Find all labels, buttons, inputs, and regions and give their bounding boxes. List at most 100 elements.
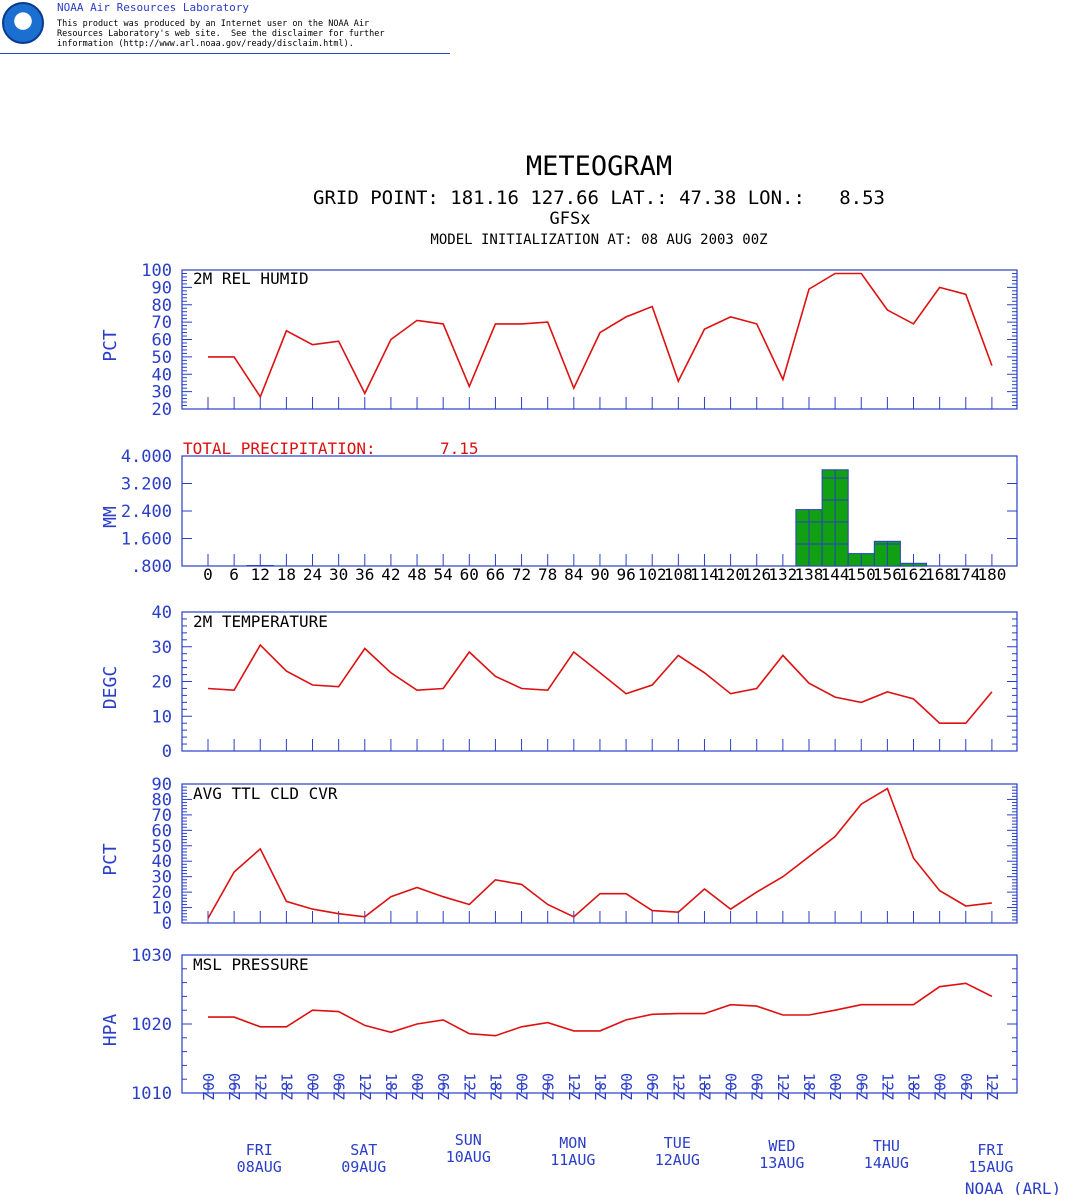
disclaimer-line: Resources Laboratory's web site. See the… [57,29,385,39]
y-tick-label: 0 [162,742,172,762]
panel-msl-pressure [181,954,1018,1094]
hour-tick-label: 30 [329,565,348,584]
series-line [208,982,993,1037]
y-tick-label: 40 [152,365,172,385]
time-tick-label: 06Z [852,1073,870,1100]
hour-tick-label: 84 [564,565,583,584]
hour-tick-label: 120 [716,565,745,584]
y-tick-label: 100 [141,261,172,281]
time-tick-label: 06Z [748,1073,766,1100]
y-tick-label: 40 [152,852,172,872]
day-label: WED [768,1137,795,1155]
y-tick-label: 1.600 [121,530,172,550]
y-tick-label: 10 [152,899,172,919]
y-tick-label: 30 [152,638,172,658]
day-label: MON [559,1134,586,1152]
time-tick-label: 12Z [669,1073,687,1100]
y-tick-label: 0 [162,914,172,934]
hour-tick-label: 36 [355,565,374,584]
y-tick-label: 20 [152,400,172,420]
y-tick-label: 90 [152,775,172,795]
time-tick-label: 06Z [225,1073,243,1100]
y-tick-label: 90 [152,278,172,298]
date-label: 12AUG [655,1151,700,1169]
y-tick-label: 80 [152,296,172,316]
time-tick-label: 12Z [251,1073,269,1100]
series-line [207,643,993,725]
y-tick-label: 30 [152,868,172,888]
day-label: FRI [246,1141,273,1159]
time-tick-label: 18Z [382,1073,400,1100]
time-tick-label: 06Z [434,1073,452,1100]
disclaimer-line: This product was produced by an Internet… [57,19,370,29]
date-label: 14AUG [864,1154,909,1172]
panel-2m-rel-humid [181,269,1018,410]
y-tick-label: 50 [152,837,172,857]
time-tick-label: 00Z [617,1073,635,1100]
y-tick-label: 60 [152,331,172,351]
hour-tick-label: 126 [742,565,771,584]
panel-label: 2M REL HUMID [193,269,309,288]
hour-tick-label: 24 [303,565,322,584]
hour-tick-label: 102 [638,565,667,584]
time-tick-label: 12Z [565,1073,583,1100]
hour-tick-label: 156 [873,565,902,584]
date-label: 13AUG [759,1154,804,1172]
plot-frame [181,269,1018,410]
time-tick-label: 18Z [905,1073,923,1100]
panel-total-precipitation [181,455,1018,567]
hour-tick-label: 144 [821,565,850,584]
y-tick-label: 70 [152,806,172,826]
chart-title: METEOGRAM [526,151,672,182]
hour-tick-label: 0 [203,565,213,584]
y-tick-label: 20 [152,883,172,903]
time-tick-label: 12Z [983,1073,1001,1100]
hour-tick-label: 18 [277,565,296,584]
time-tick-label: 18Z [591,1073,609,1100]
time-tick-label: 06Z [539,1073,557,1100]
panel-label: 2M TEMPERATURE [193,612,328,631]
hour-tick-label: 96 [616,565,635,584]
hour-tick-label: 72 [512,565,531,584]
hour-tick-label: 174 [951,565,980,584]
time-tick-label: 12Z [878,1073,896,1100]
day-label: TUE [664,1134,691,1152]
hour-tick-label: 66 [486,565,505,584]
hour-tick-label: 54 [434,565,453,584]
hour-tick-label: 6 [229,565,239,584]
day-label: THU [873,1137,900,1155]
time-tick-label: 18Z [695,1073,713,1100]
time-tick-label: 12Z [460,1073,478,1100]
date-label: 10AUG [446,1148,491,1166]
day-label: SAT [350,1141,377,1159]
precip-total-value: 7.15 [440,439,479,458]
time-tick-label: 12Z [774,1073,792,1100]
y-tick-label: 20 [152,673,172,693]
hour-tick-label: 108 [664,565,693,584]
model-name: GFSx [550,209,591,229]
y-tick-label: 10 [152,707,172,727]
hour-tick-label: 132 [768,565,797,584]
day-label: FRI [977,1141,1004,1159]
time-tick-label: 06Z [957,1073,975,1100]
time-tick-label: 18Z [800,1073,818,1100]
date-label: 11AUG [550,1151,595,1169]
series-line [208,272,993,399]
time-tick-label: 18Z [277,1073,295,1100]
grid-point-line: GRID POINT: 181.16 127.66 LAT.: 47.38 LO… [313,187,885,209]
panel-label: TOTAL PRECIPITATION: [183,439,376,458]
time-tick-label: 18Z [486,1073,504,1100]
disclaimer-line: information (http://www.arl.noaa.gov/rea… [57,39,354,49]
y-tick-label: 60 [152,821,172,841]
time-tick-label: 00Z [304,1073,322,1100]
y-tick-label: 70 [152,313,172,333]
panel-avg-ttl-cld-cvr [181,783,1018,924]
y-axis-label: DEGC [100,666,121,709]
disclaimer-header: NOAA Air Resources Laboratory This produ… [0,0,450,56]
hour-tick-label: 138 [795,565,824,584]
credit-label: NOAA (ARL) [965,1179,1061,1195]
panel-label: MSL PRESSURE [193,955,309,974]
time-tick-label: 06Z [643,1073,661,1100]
hour-tick-label: 78 [538,565,557,584]
date-label: 09AUG [341,1158,386,1176]
